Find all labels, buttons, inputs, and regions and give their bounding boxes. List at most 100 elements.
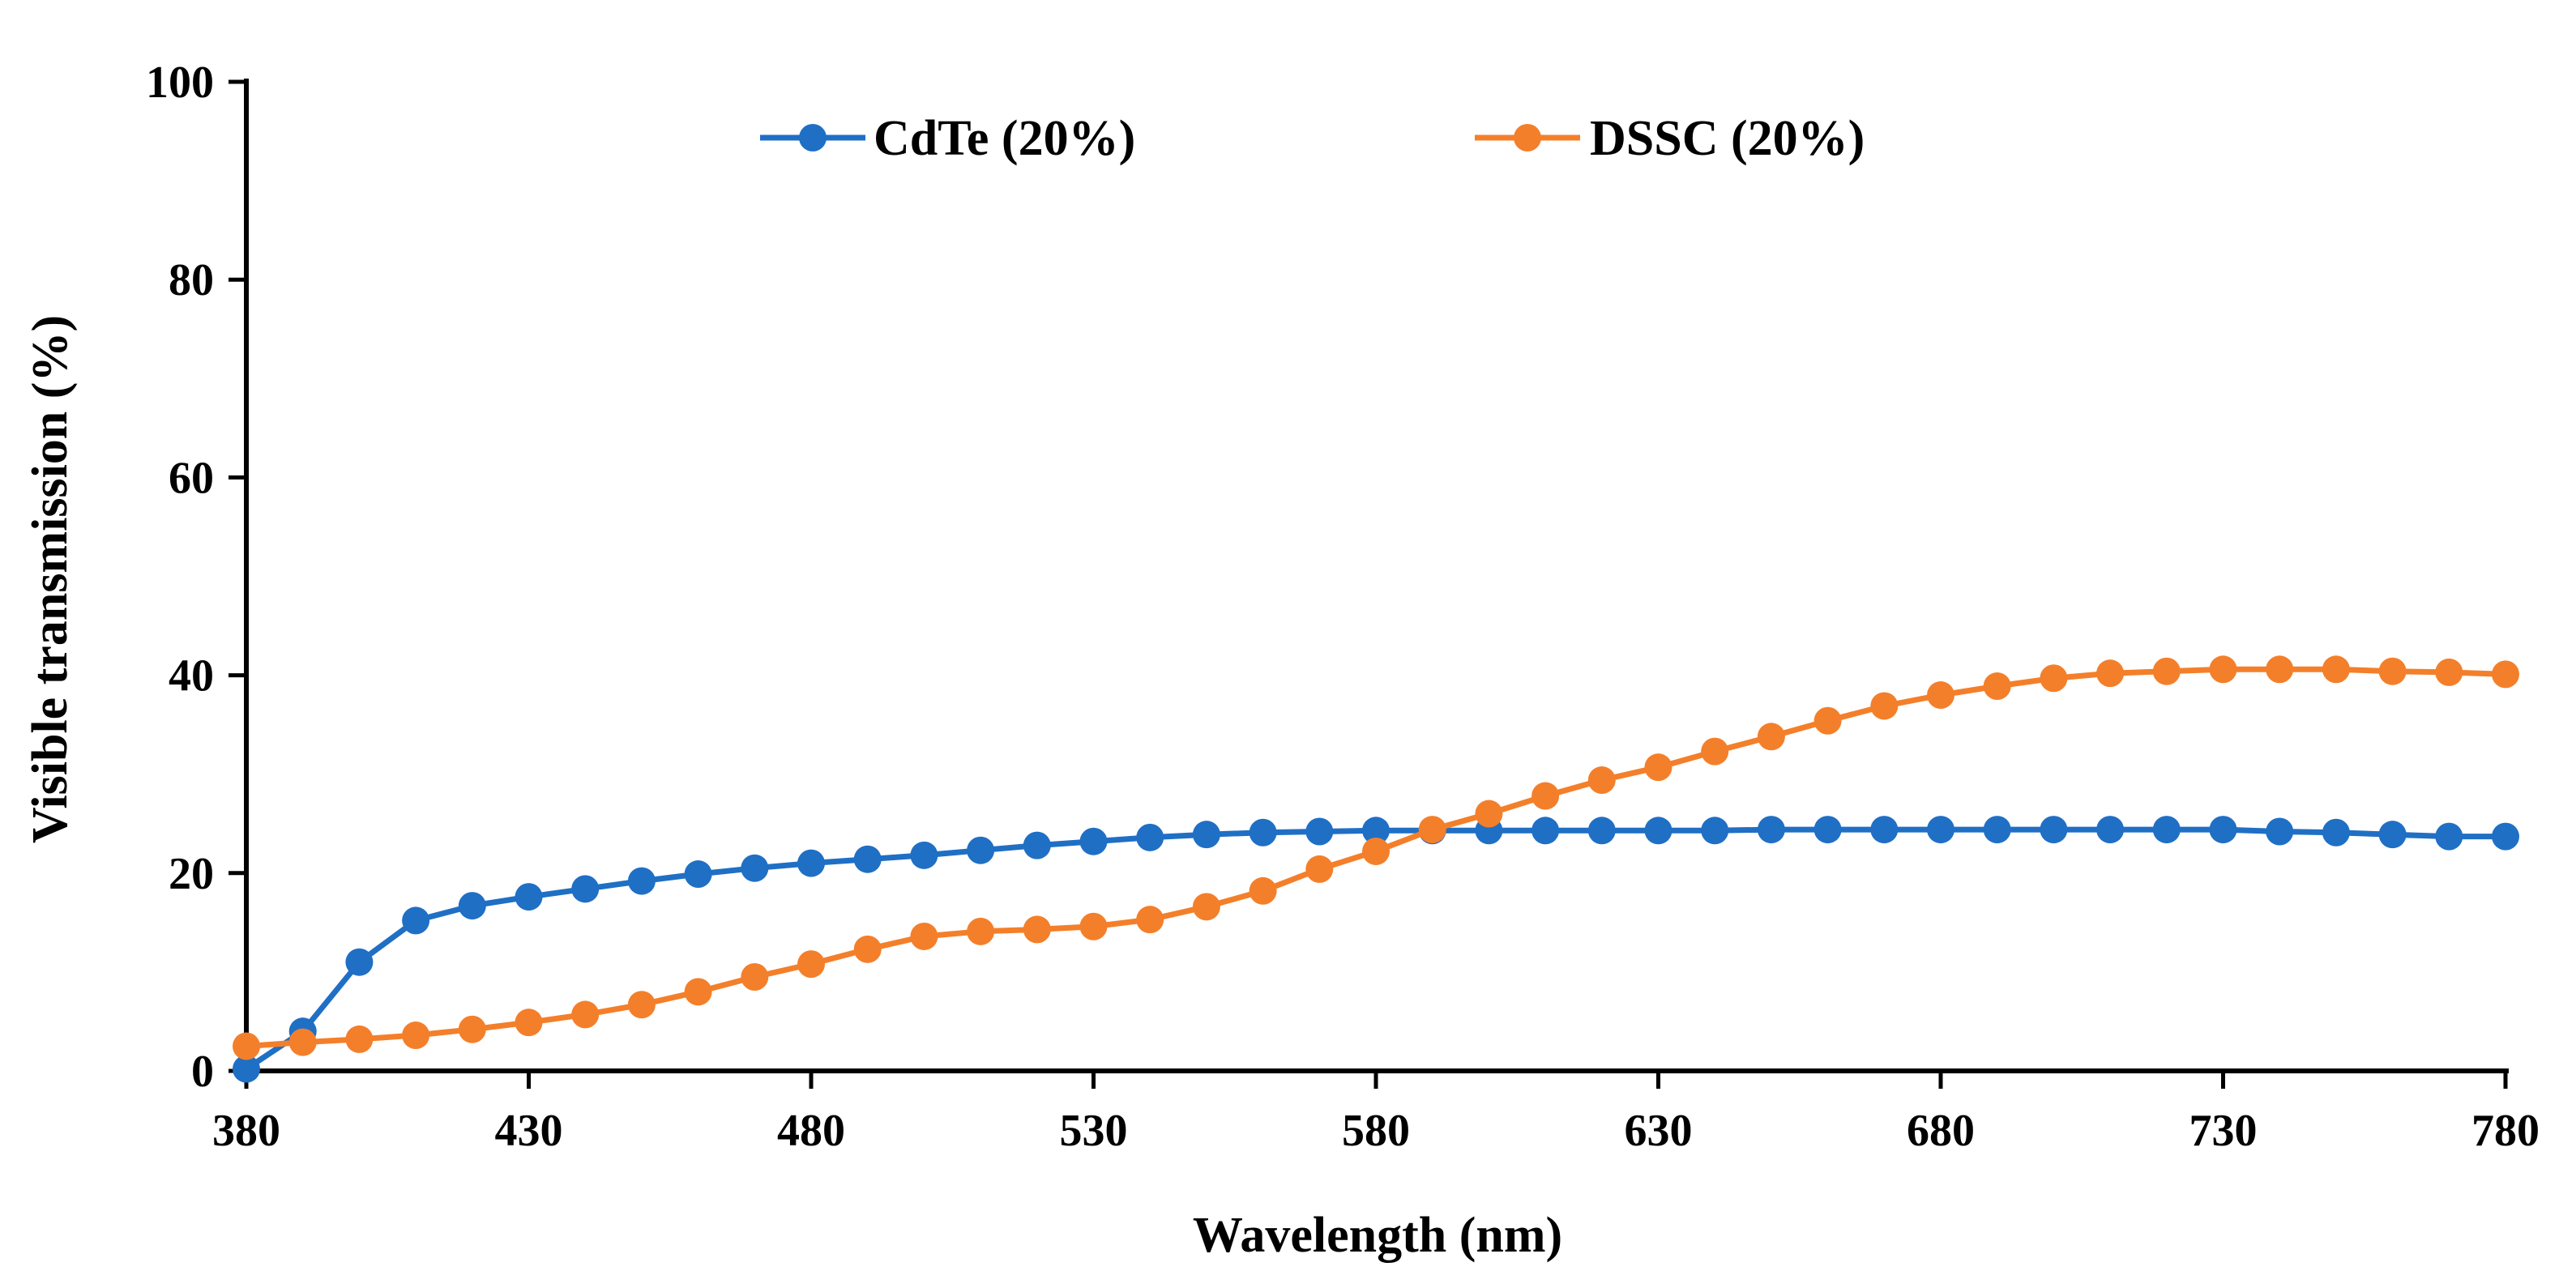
y-tick-label: 40 bbox=[169, 651, 214, 702]
data-point bbox=[515, 1009, 543, 1037]
data-point bbox=[1023, 915, 1051, 944]
legend-marker bbox=[799, 124, 827, 151]
data-point bbox=[1136, 906, 1164, 934]
data-point bbox=[1305, 817, 1334, 846]
data-point bbox=[797, 849, 825, 877]
data-point bbox=[288, 1028, 317, 1056]
data-point bbox=[402, 906, 430, 935]
legend: CdTe (20%) DSSC (20%) bbox=[760, 111, 1865, 166]
data-point bbox=[1757, 723, 1785, 751]
data-point bbox=[1927, 816, 1954, 844]
data-point bbox=[1192, 893, 1220, 921]
data-point bbox=[1983, 672, 2011, 701]
data-point bbox=[2152, 816, 2181, 844]
data-point bbox=[967, 836, 995, 864]
x-tick-label: 630 bbox=[1625, 1106, 1693, 1156]
data-point bbox=[458, 892, 486, 920]
series-cdte bbox=[233, 816, 2519, 1083]
data-point bbox=[571, 875, 600, 903]
data-point bbox=[1305, 855, 1334, 883]
data-point bbox=[910, 922, 938, 950]
data-point bbox=[2322, 655, 2350, 684]
data-point bbox=[1870, 816, 1899, 844]
data-point bbox=[1587, 766, 1616, 795]
data-point bbox=[910, 841, 938, 869]
x-axis-title: Wavelength (nm) bbox=[1193, 1208, 1562, 1263]
data-point bbox=[2266, 817, 2294, 846]
data-point bbox=[1079, 912, 1108, 940]
y-axis-title: Visible transmission (%) bbox=[23, 315, 78, 843]
data-point bbox=[2435, 658, 2463, 686]
data-point bbox=[1192, 821, 1220, 849]
data-point bbox=[1136, 823, 1164, 851]
data-point bbox=[1079, 827, 1108, 855]
data-point bbox=[2492, 660, 2519, 689]
y-tick-label: 0 bbox=[191, 1047, 214, 1097]
legend-marker bbox=[1514, 124, 1541, 151]
y-tick-label: 20 bbox=[169, 849, 214, 899]
axes: 0 20 40 60 80 100 380 430 480 530 580 630 680 730 780 bbox=[146, 58, 2540, 1156]
data-point bbox=[233, 1055, 260, 1083]
x-tick-label: 380 bbox=[212, 1106, 280, 1156]
data-point bbox=[2096, 816, 2125, 844]
x-tick-label: 430 bbox=[495, 1106, 563, 1156]
data-point bbox=[853, 935, 882, 963]
y-tick-label: 80 bbox=[169, 255, 214, 305]
legend-label: CdTe (20%) bbox=[874, 111, 1135, 166]
legend-entry: DSSC (20%) bbox=[1475, 111, 1865, 166]
data-point bbox=[684, 860, 712, 889]
y-tick-label: 60 bbox=[169, 453, 214, 503]
data-point bbox=[2040, 664, 2068, 693]
data-point bbox=[2209, 655, 2237, 684]
data-point bbox=[967, 917, 995, 945]
legend-label: DSSC (20%) bbox=[1590, 111, 1865, 166]
data-point bbox=[741, 854, 769, 882]
data-point bbox=[345, 1025, 374, 1053]
data-point bbox=[2435, 822, 2463, 851]
series-dssc bbox=[233, 655, 2519, 1060]
data-point bbox=[627, 991, 656, 1019]
data-point bbox=[2378, 657, 2407, 685]
legend-entry: CdTe (20%) bbox=[760, 111, 1135, 166]
data-point bbox=[1418, 816, 1446, 844]
data-point bbox=[2096, 659, 2125, 688]
data-point bbox=[741, 963, 769, 992]
data-point bbox=[1701, 737, 1729, 766]
data-point bbox=[1644, 753, 1672, 782]
data-point bbox=[2322, 818, 2350, 847]
data-point bbox=[1644, 817, 1672, 845]
data-point bbox=[2152, 657, 2181, 685]
x-tick-label: 780 bbox=[2471, 1106, 2540, 1156]
data-point bbox=[1701, 817, 1729, 845]
data-point bbox=[627, 867, 656, 895]
data-point bbox=[684, 978, 712, 1006]
data-point bbox=[853, 845, 882, 873]
data-point bbox=[233, 1032, 260, 1060]
x-tick-label: 680 bbox=[1907, 1106, 1975, 1156]
y-tick-label: 100 bbox=[146, 58, 214, 108]
data-point bbox=[1362, 817, 1390, 845]
data-point bbox=[1587, 817, 1616, 845]
data-point bbox=[2209, 816, 2237, 844]
data-point bbox=[1813, 706, 1842, 735]
series-layer bbox=[233, 655, 2519, 1083]
data-point bbox=[458, 1015, 486, 1043]
data-point bbox=[402, 1021, 430, 1050]
data-point bbox=[1532, 817, 1560, 845]
data-point bbox=[571, 1000, 600, 1029]
data-point bbox=[1249, 818, 1277, 847]
data-point bbox=[1362, 837, 1390, 865]
data-point bbox=[1983, 816, 2011, 844]
data-point bbox=[1249, 876, 1277, 905]
data-point bbox=[2492, 822, 2519, 851]
series-line bbox=[245, 826, 2506, 1072]
data-point bbox=[2040, 816, 2068, 844]
x-tick-label: 530 bbox=[1060, 1106, 1128, 1156]
x-tick-label: 480 bbox=[777, 1106, 845, 1156]
data-point bbox=[2266, 655, 2294, 684]
data-point bbox=[515, 883, 543, 911]
data-point bbox=[1475, 800, 1503, 828]
data-point bbox=[345, 948, 374, 976]
data-point bbox=[1870, 692, 1899, 720]
